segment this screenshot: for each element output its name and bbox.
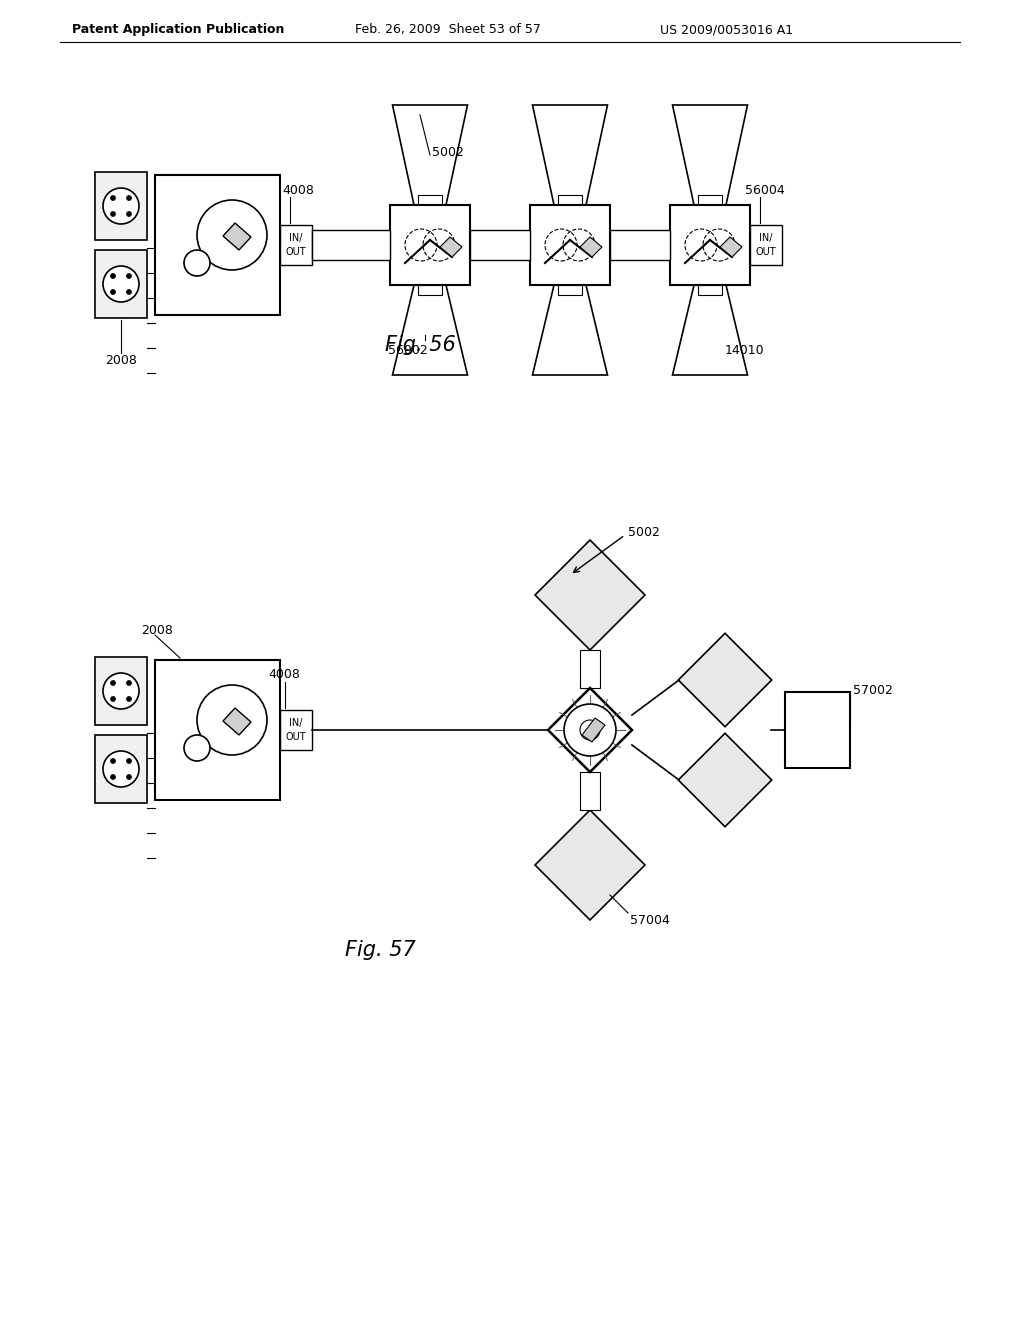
Text: OUT: OUT <box>756 247 776 257</box>
Text: 2008: 2008 <box>141 623 173 636</box>
Bar <box>698 285 722 294</box>
Text: US 2009/0053016 A1: US 2009/0053016 A1 <box>660 24 794 37</box>
Bar <box>95 735 147 803</box>
Polygon shape <box>392 106 468 205</box>
Circle shape <box>111 697 116 701</box>
Bar <box>155 176 280 315</box>
Circle shape <box>127 289 131 294</box>
Circle shape <box>111 775 116 780</box>
Circle shape <box>184 735 210 762</box>
Polygon shape <box>673 106 748 205</box>
Bar <box>155 660 280 800</box>
Text: 57004: 57004 <box>630 913 670 927</box>
Polygon shape <box>532 285 607 375</box>
Text: 2008: 2008 <box>105 354 137 367</box>
Polygon shape <box>223 223 251 249</box>
Bar <box>95 249 147 318</box>
Text: 14010: 14010 <box>725 343 765 356</box>
Polygon shape <box>582 718 605 742</box>
Circle shape <box>197 201 267 271</box>
Text: IN/: IN/ <box>289 234 303 243</box>
Text: 57002: 57002 <box>853 684 893 697</box>
Bar <box>580 772 600 810</box>
Text: Patent Application Publication: Patent Application Publication <box>72 24 285 37</box>
Bar <box>785 692 850 768</box>
Bar <box>280 224 312 265</box>
Circle shape <box>111 211 116 216</box>
Text: 4008: 4008 <box>282 183 314 197</box>
Text: 56004: 56004 <box>745 183 784 197</box>
Circle shape <box>127 697 131 701</box>
Text: 5002: 5002 <box>432 145 464 158</box>
Polygon shape <box>223 708 251 735</box>
Circle shape <box>103 187 139 224</box>
Polygon shape <box>580 238 602 257</box>
Polygon shape <box>392 285 468 375</box>
Text: OUT: OUT <box>286 247 306 257</box>
Text: IN/: IN/ <box>289 718 303 729</box>
Circle shape <box>127 681 131 685</box>
Polygon shape <box>535 540 645 649</box>
Polygon shape <box>535 810 645 920</box>
Circle shape <box>103 673 139 709</box>
Bar <box>558 195 582 205</box>
Text: Fig. 56: Fig. 56 <box>385 335 456 355</box>
Circle shape <box>103 751 139 787</box>
Polygon shape <box>548 688 632 772</box>
Circle shape <box>127 211 131 216</box>
Text: 56002: 56002 <box>388 343 428 356</box>
Circle shape <box>127 195 131 201</box>
Bar <box>418 195 442 205</box>
Text: Fig. 57: Fig. 57 <box>345 940 416 960</box>
Bar <box>530 205 610 285</box>
Polygon shape <box>678 733 772 826</box>
Polygon shape <box>532 106 607 205</box>
Circle shape <box>564 704 616 756</box>
Text: OUT: OUT <box>286 733 306 742</box>
Text: 5002: 5002 <box>628 527 659 540</box>
Circle shape <box>111 273 116 279</box>
Bar <box>418 285 442 294</box>
Bar <box>280 710 312 750</box>
Bar <box>698 195 722 205</box>
Circle shape <box>111 289 116 294</box>
Circle shape <box>111 681 116 685</box>
Circle shape <box>127 775 131 780</box>
Bar <box>610 230 670 260</box>
Circle shape <box>127 273 131 279</box>
Bar <box>750 224 782 265</box>
Bar <box>558 285 582 294</box>
Bar <box>470 230 530 260</box>
Polygon shape <box>720 238 742 257</box>
Circle shape <box>111 759 116 763</box>
Bar <box>95 172 147 240</box>
Bar <box>95 657 147 725</box>
Polygon shape <box>678 634 772 727</box>
Circle shape <box>127 759 131 763</box>
Bar <box>390 205 470 285</box>
Polygon shape <box>673 285 748 375</box>
Bar <box>670 205 750 285</box>
Text: Feb. 26, 2009  Sheet 53 of 57: Feb. 26, 2009 Sheet 53 of 57 <box>355 24 541 37</box>
Circle shape <box>103 267 139 302</box>
Circle shape <box>184 249 210 276</box>
Bar <box>312 230 390 260</box>
Bar <box>580 649 600 688</box>
Circle shape <box>111 195 116 201</box>
Circle shape <box>197 685 267 755</box>
Polygon shape <box>440 238 462 257</box>
Text: IN/: IN/ <box>759 234 773 243</box>
Text: 4008: 4008 <box>268 668 300 681</box>
